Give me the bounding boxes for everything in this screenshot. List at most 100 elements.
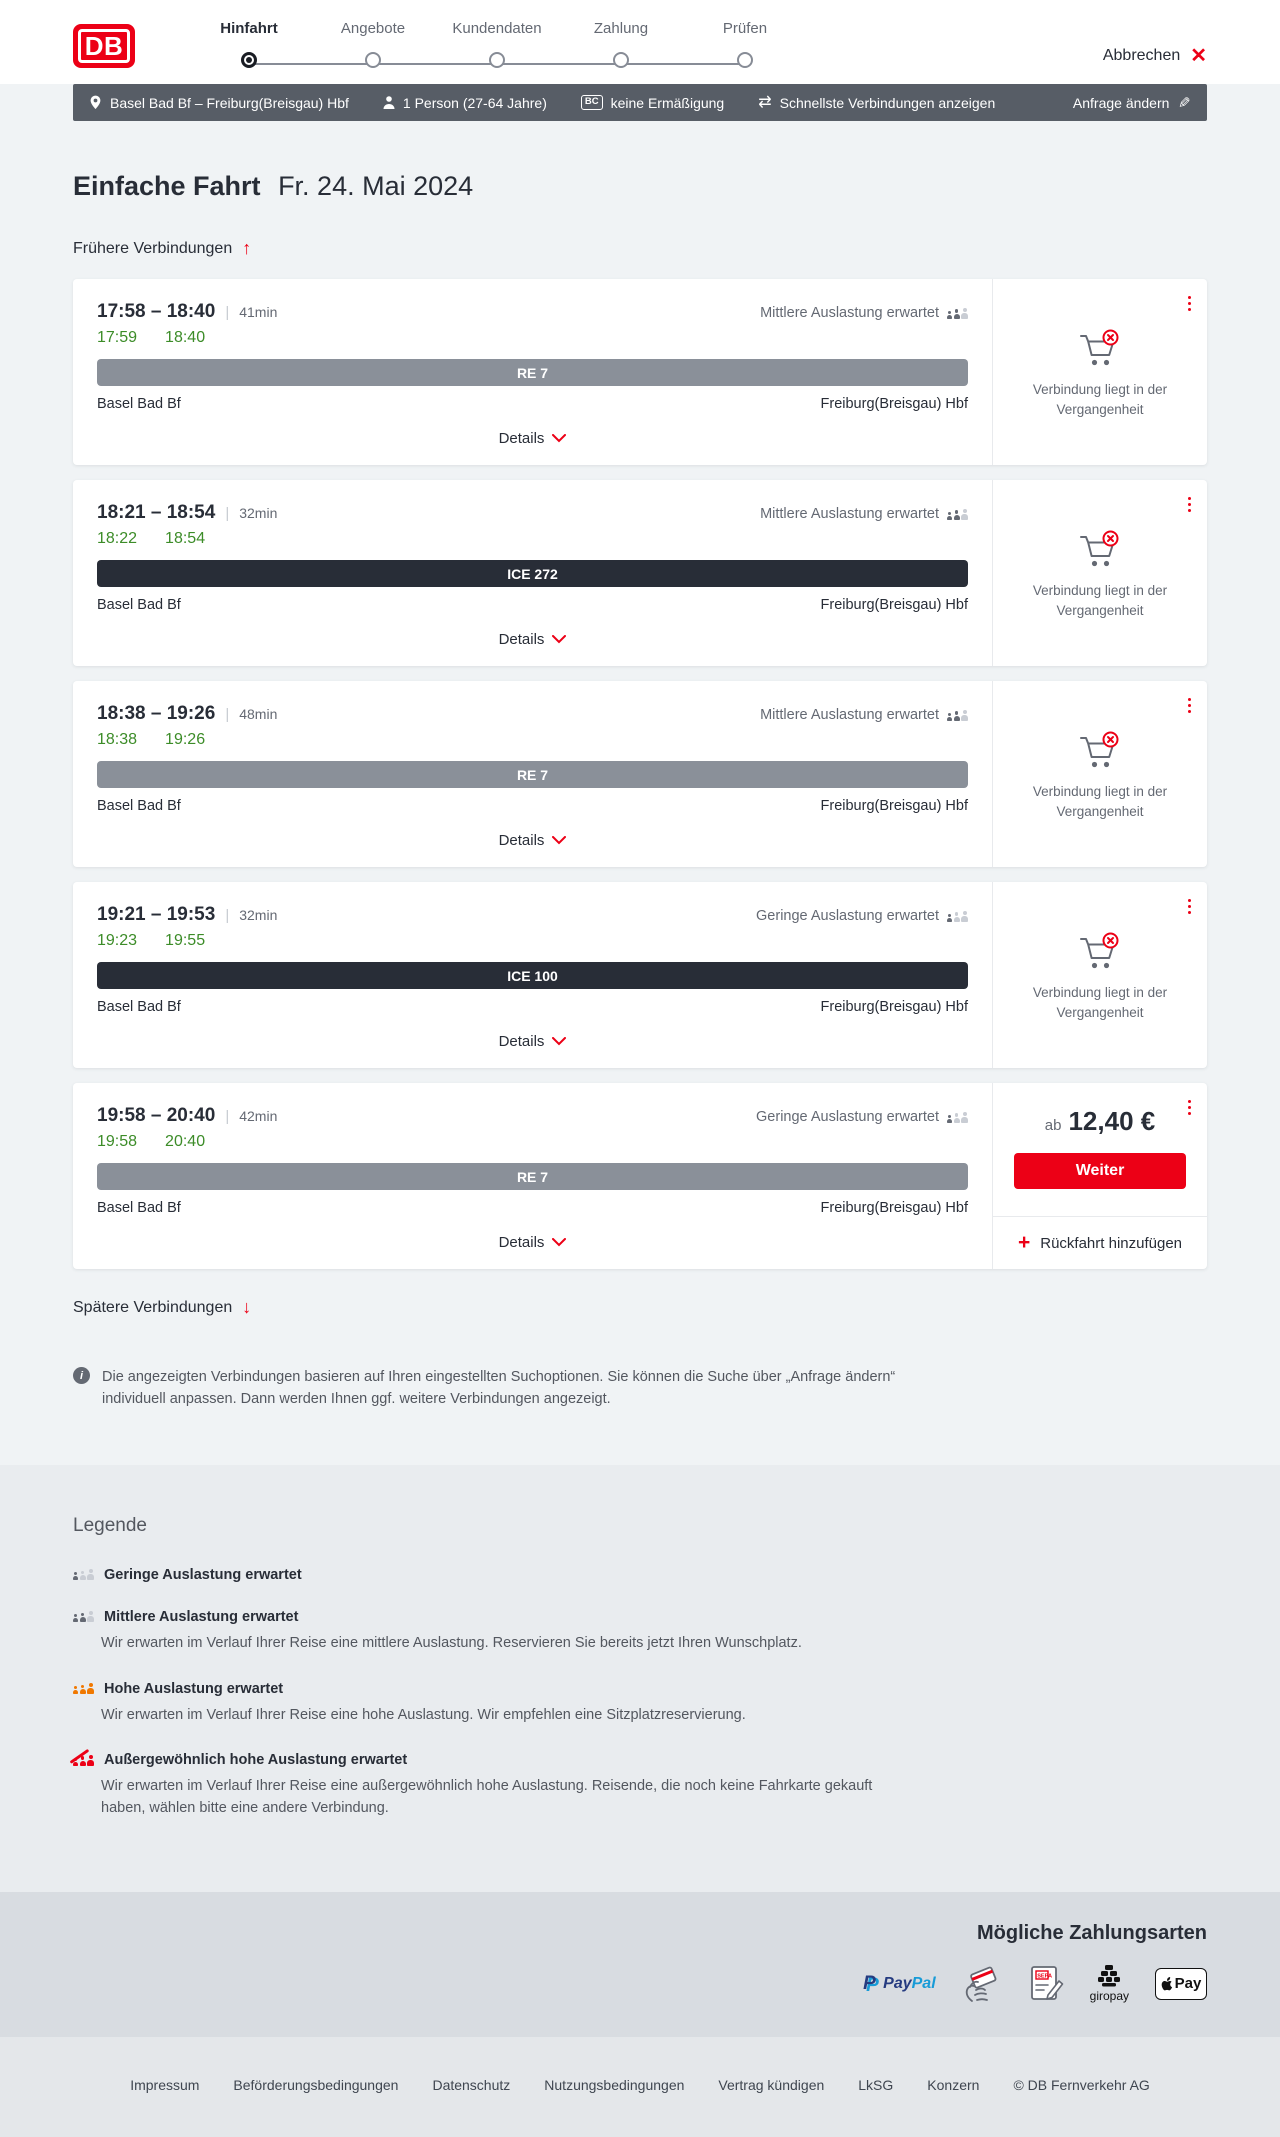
occupancy-medium-icon — [947, 509, 968, 520]
trip-date: Fr. 24. Mai 2024 — [278, 171, 474, 201]
cart-unavailable-icon — [1080, 731, 1119, 768]
cancel-label: Abbrechen — [1102, 47, 1181, 64]
step-kundendaten[interactable]: Kundendaten — [435, 20, 559, 68]
journey-card: 19:21 – 19:53 | 32min Geringe Auslastung… — [73, 882, 1207, 1068]
train-segment-bar: RE 7 — [97, 1163, 968, 1190]
fastest-connections-toggle[interactable]: ⇄ Schnellste Verbindungen anzeigen — [758, 93, 996, 111]
details-label: Details — [498, 1234, 545, 1251]
context-menu-button[interactable] — [1186, 894, 1194, 919]
details-toggle[interactable]: Details — [97, 631, 968, 652]
separator: | — [225, 706, 230, 723]
step-hinfahrt[interactable]: Hinfahrt — [187, 20, 311, 68]
occupancy-very-high-icon — [73, 1755, 94, 1766]
plus-icon: + — [1017, 1230, 1031, 1254]
step-zahlung[interactable]: Zahlung — [559, 20, 683, 68]
later-connections-link[interactable]: Spätere Verbindungen ↓ — [73, 1297, 251, 1318]
step-label: Angebote — [340, 20, 406, 37]
context-menu-button[interactable] — [1186, 1095, 1194, 1120]
step-label: Hinfahrt — [220, 20, 278, 37]
journey-duration: 41min — [239, 304, 278, 320]
trip-type-title: Einfache Fahrt — [73, 171, 261, 201]
step-pruefen[interactable]: Prüfen — [683, 20, 807, 68]
journey-times: 17:58 – 18:40 — [97, 301, 216, 322]
origin-station: Basel Bad Bf — [97, 1200, 181, 1216]
fastest-text: Schnellste Verbindungen anzeigen — [779, 94, 996, 111]
footer-link-lksg[interactable]: LkSG — [858, 2076, 894, 2093]
past-connection-text: Verbindung liegt in der Vergangenheit — [1032, 583, 1168, 618]
step-angebote[interactable]: Angebote — [311, 20, 435, 68]
occupancy-label: Mittlere Auslastung erwartet — [760, 305, 939, 321]
past-connection-text: Verbindung liegt in der Vergangenheit — [1032, 382, 1168, 417]
occupancy-high-icon — [73, 1683, 94, 1694]
realtime-departure: 19:23 — [97, 932, 138, 949]
info-text: Die angezeigten Verbindungen basieren au… — [102, 1369, 896, 1408]
cancel-button[interactable]: Abbrechen ✕ — [1103, 46, 1207, 66]
footer-link-impressum[interactable]: Impressum — [130, 2076, 200, 2093]
footer-link-konzern[interactable]: Konzern — [927, 2076, 980, 2093]
swap-arrows-icon: ⇄ — [758, 93, 772, 111]
price-line: ab 12,40 € — [1045, 1106, 1155, 1137]
details-toggle[interactable]: Details — [97, 1033, 968, 1054]
footer-link-befoerderungsbedingungen[interactable]: Beförderungsbedingungen — [233, 2076, 399, 2093]
realtime-departure: 17:59 — [97, 329, 138, 346]
past-connection-text: Verbindung liegt in der Vergangenheit — [1032, 985, 1168, 1020]
context-menu-button[interactable] — [1186, 492, 1194, 517]
discount-summary: BC keine Ermäßigung — [580, 95, 724, 111]
context-menu-button[interactable] — [1186, 291, 1194, 316]
occupancy-medium-icon — [73, 1611, 94, 1622]
occupancy-label: Mittlere Auslastung erwartet — [760, 506, 939, 522]
app-header: DB Hinfahrt Angebote Kundendaten Zahlung… — [0, 0, 1280, 84]
add-return-button[interactable]: + Rückfahrt hinzufügen — [993, 1217, 1207, 1269]
page-title: Einfache Fahrt Fr. 24. Mai 2024 — [73, 171, 1207, 202]
price-value: 12,40 € — [1068, 1106, 1156, 1136]
legend-description: Wir erwarten im Verlauf Ihrer Reise eine… — [101, 1778, 873, 1817]
apple-pay-label: Pay — [1174, 1975, 1202, 1993]
booking-stepper: Hinfahrt Angebote Kundendaten Zahlung Pr… — [187, 20, 807, 68]
occupancy-medium-icon — [947, 308, 968, 319]
continue-button[interactable]: Weiter — [1014, 1153, 1186, 1189]
journey-card: 18:21 – 18:54 | 32min Mittlere Auslastun… — [73, 480, 1207, 666]
legend-item-high: Hohe Auslastung erwartet Wir erwarten im… — [73, 1681, 1207, 1727]
details-label: Details — [498, 430, 545, 447]
info-icon: i — [73, 1367, 90, 1384]
apple-icon — [1161, 1977, 1172, 1991]
chevron-down-icon — [552, 635, 567, 644]
chevron-down-icon — [552, 1238, 567, 1247]
details-toggle[interactable]: Details — [97, 832, 968, 853]
context-menu-button[interactable] — [1186, 693, 1194, 718]
occupancy-low-icon — [947, 1112, 968, 1123]
journey-main: 17:58 – 18:40 | 41min Mittlere Auslastun… — [73, 279, 992, 465]
details-label: Details — [498, 1033, 545, 1050]
apple-pay-icon: Pay — [1155, 1967, 1207, 2000]
earlier-connections-link[interactable]: Frühere Verbindungen ↑ — [73, 238, 251, 259]
legend-label: Mittlere Auslastung erwartet — [104, 1608, 299, 1625]
bahncard-badge: BC — [580, 95, 603, 110]
legend-label: Außergewöhnlich hohe Auslastung erwartet — [104, 1752, 408, 1769]
legend-label: Hohe Auslastung erwartet — [104, 1680, 284, 1697]
step-dot-icon — [365, 52, 381, 68]
destination-station: Freiburg(Breisgau) Hbf — [820, 396, 968, 412]
footer-link-nutzungsbedingungen[interactable]: Nutzungsbedingungen — [544, 2076, 685, 2093]
footer-link-datenschutz[interactable]: Datenschutz — [432, 2076, 511, 2093]
occupancy-indicator: Mittlere Auslastung erwartet — [760, 707, 968, 723]
details-toggle[interactable]: Details — [97, 1234, 968, 1255]
origin-station: Basel Bad Bf — [97, 396, 181, 412]
journey-card: 17:58 – 18:40 | 41min Mittlere Auslastun… — [73, 279, 1207, 465]
details-toggle[interactable]: Details — [97, 430, 968, 451]
realtime-arrival: 19:55 — [165, 932, 206, 949]
occupancy-indicator: Mittlere Auslastung erwartet — [760, 305, 968, 321]
earlier-connections-label: Frühere Verbindungen — [73, 239, 233, 257]
journey-duration: 32min — [239, 505, 278, 521]
destination-station: Freiburg(Breisgau) Hbf — [820, 597, 968, 613]
realtime-times: 18:22 18:54 — [97, 530, 968, 548]
giropay-label: giropay — [1089, 1988, 1129, 2003]
realtime-times: 19:23 19:55 — [97, 932, 968, 950]
edit-request-button[interactable]: Anfrage ändern ✎ — [1073, 94, 1191, 112]
step-label: Prüfen — [722, 20, 768, 37]
svg-text:SEPA: SEPA — [1037, 1973, 1052, 1979]
journey-main: 18:38 – 19:26 | 48min Mittlere Auslastun… — [73, 681, 992, 867]
footer-link-vertrag-kuendigen[interactable]: Vertrag kündigen — [718, 2076, 825, 2093]
